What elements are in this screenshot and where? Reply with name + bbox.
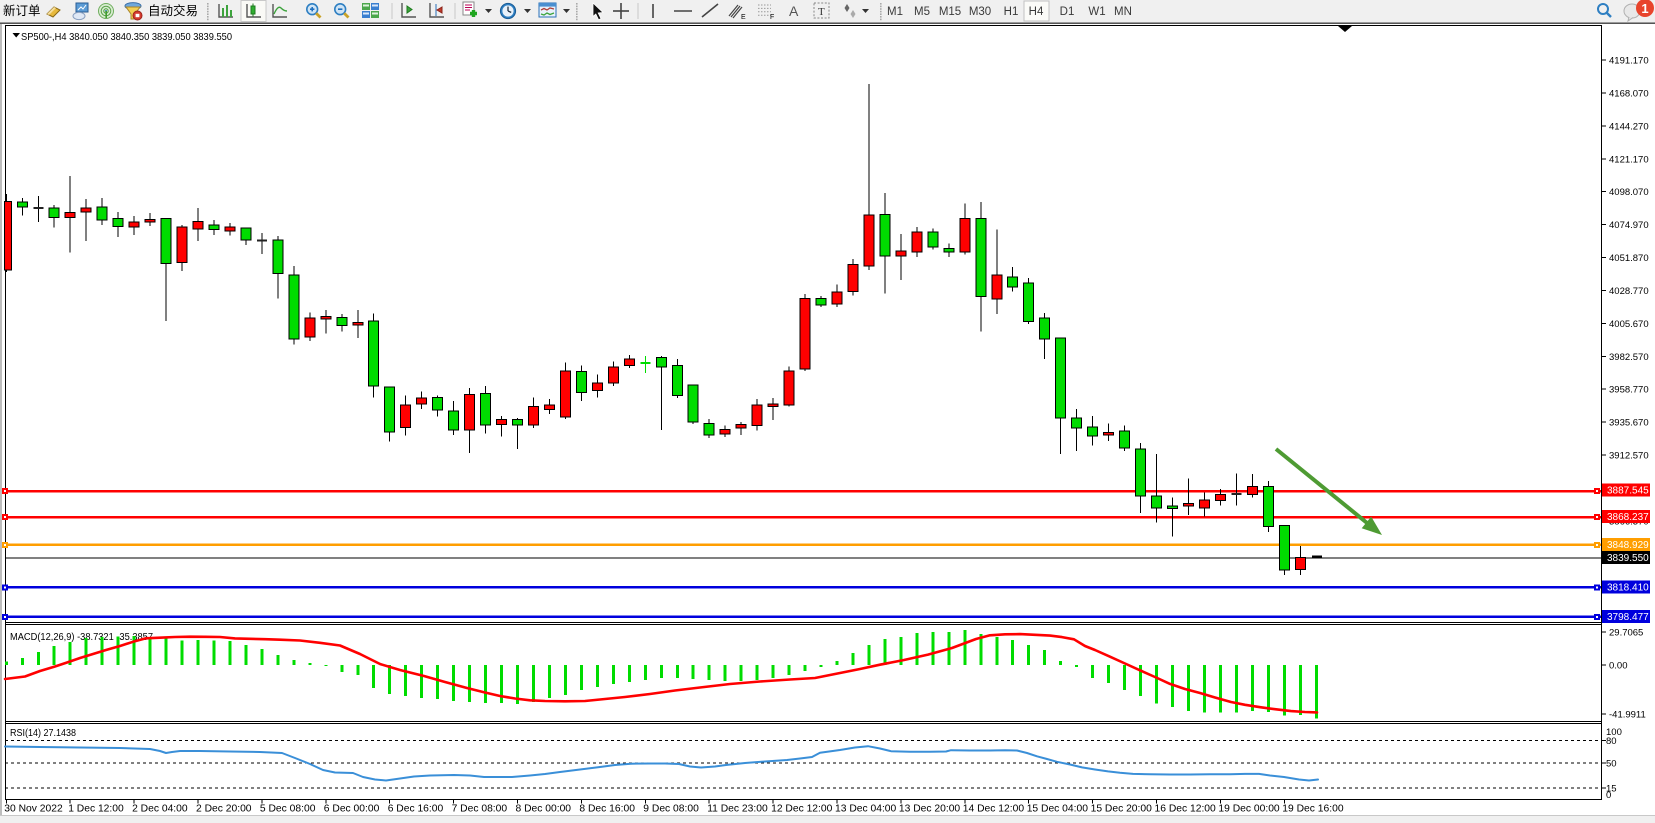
svg-text:80: 80 [1606,736,1617,747]
svg-text:T: T [818,6,825,18]
svg-text:1 Dec 12:00: 1 Dec 12:00 [68,804,124,815]
svg-text:12 Dec 12:00: 12 Dec 12:00 [771,804,833,815]
svg-text:自动交易: 自动交易 [148,3,198,18]
svg-text:6 Dec 00:00: 6 Dec 00:00 [324,804,380,815]
svg-text:30 Nov 2022: 30 Nov 2022 [4,804,63,815]
svg-text:H4: H4 [1029,6,1044,18]
svg-text:M30: M30 [969,6,991,18]
svg-text:50: 50 [1606,758,1617,769]
svg-text:M1: M1 [887,6,903,18]
svg-text:3887.545: 3887.545 [1607,486,1649,497]
svg-text:3982.570: 3982.570 [1609,352,1649,363]
svg-text:6 Dec 16:00: 6 Dec 16:00 [388,804,444,815]
svg-text:F: F [770,14,774,21]
svg-text:4121.170: 4121.170 [1609,154,1649,165]
svg-text:4028.770: 4028.770 [1609,286,1649,297]
svg-text:1: 1 [1641,1,1648,16]
svg-text:H1: H1 [1004,6,1019,18]
svg-text:2 Dec 04:00: 2 Dec 04:00 [132,804,188,815]
svg-text:19 Dec 16:00: 19 Dec 16:00 [1282,804,1344,815]
svg-text:M5: M5 [914,6,930,18]
svg-text:15 Dec 04:00: 15 Dec 04:00 [1027,804,1089,815]
svg-text:13 Dec 20:00: 13 Dec 20:00 [899,804,961,815]
svg-text:13 Dec 04:00: 13 Dec 04:00 [835,804,897,815]
svg-text:3839.550: 3839.550 [1607,553,1649,564]
svg-text:M15: M15 [939,6,961,18]
svg-text:2 Dec 20:00: 2 Dec 20:00 [196,804,252,815]
svg-text:SP500-,H4 3840.050 3840.350 3: SP500-,H4 3840.050 3840.350 3839.050 383… [21,31,232,43]
svg-text:16 Dec 12:00: 16 Dec 12:00 [1155,804,1217,815]
svg-text:3798.477: 3798.477 [1607,612,1649,623]
svg-text:4051.870: 4051.870 [1609,253,1649,264]
svg-text:RSI(14) 27.1438: RSI(14) 27.1438 [10,728,76,739]
svg-text:8 Dec 16:00: 8 Dec 16:00 [579,804,635,815]
svg-text:29.7065: 29.7065 [1609,628,1643,639]
svg-text:4168.070: 4168.070 [1609,88,1649,99]
svg-text:100: 100 [1606,727,1622,738]
svg-text:3912.570: 3912.570 [1609,451,1649,462]
svg-text:3848.929: 3848.929 [1607,540,1649,551]
svg-text:4005.670: 4005.670 [1609,319,1649,330]
svg-text:4144.270: 4144.270 [1609,121,1649,132]
svg-text:7 Dec 08:00: 7 Dec 08:00 [452,804,508,815]
svg-text:3935.670: 3935.670 [1609,418,1649,429]
svg-text:4098.070: 4098.070 [1609,187,1649,198]
svg-text:E: E [741,14,746,21]
svg-text:-41.9911: -41.9911 [1609,710,1646,721]
svg-text:3868.237: 3868.237 [1607,512,1649,523]
svg-text:8 Dec 00:00: 8 Dec 00:00 [516,804,572,815]
svg-text:0: 0 [1606,790,1611,801]
svg-text:15 Dec 20:00: 15 Dec 20:00 [1091,804,1153,815]
svg-text:9 Dec 08:00: 9 Dec 08:00 [643,804,699,815]
svg-text:11 Dec 23:00: 11 Dec 23:00 [707,804,768,815]
svg-text:4074.970: 4074.970 [1609,220,1649,231]
svg-text:14 Dec 12:00: 14 Dec 12:00 [963,804,1025,815]
svg-text:MACD(12,26,9) -38.7321 -35.385: MACD(12,26,9) -38.7321 -35.3857 [10,632,153,643]
svg-text:15: 15 [1606,783,1617,794]
svg-text:4191.170: 4191.170 [1609,56,1649,67]
svg-text:3958.770: 3958.770 [1609,385,1649,396]
svg-text:5 Dec 08:00: 5 Dec 08:00 [260,804,316,815]
svg-text:0.00: 0.00 [1609,661,1628,672]
svg-text:3818.410: 3818.410 [1607,583,1649,594]
svg-text:新订单: 新订单 [3,3,41,18]
svg-text:D1: D1 [1060,6,1075,18]
svg-text:MN: MN [1114,6,1132,18]
svg-text:W1: W1 [1088,6,1105,18]
svg-text:A: A [789,3,799,19]
svg-text:19 Dec 00:00: 19 Dec 00:00 [1218,804,1280,815]
